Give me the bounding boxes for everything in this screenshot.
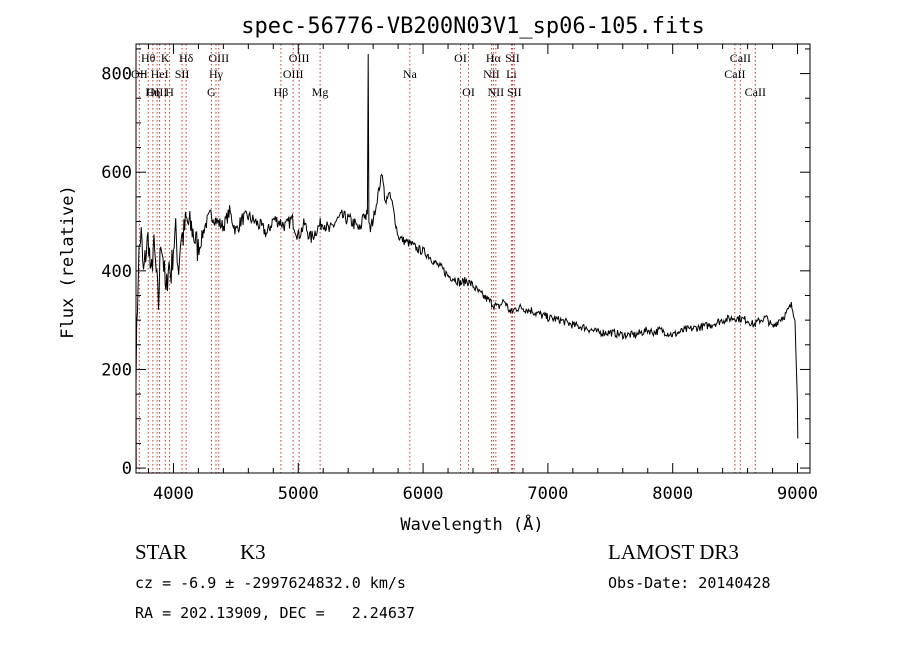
marker-label: CaII bbox=[724, 67, 745, 81]
marker-label: OIII bbox=[208, 51, 229, 65]
marker-label: Hβ bbox=[274, 85, 289, 99]
marker-label: Li bbox=[506, 67, 517, 81]
coords-line: RA = 202.13909, DEC = 2.24637 bbox=[135, 604, 415, 622]
obs-date: Obs-Date: 20140428 bbox=[608, 574, 771, 592]
marker-label: Hα bbox=[486, 51, 502, 65]
y-axis-label: Flux (relative) bbox=[58, 185, 78, 339]
marker-label: OIII bbox=[289, 51, 310, 65]
marker-label: H bbox=[165, 85, 174, 99]
marker-label: NII bbox=[483, 67, 500, 81]
x-tick-label: 7000 bbox=[527, 484, 568, 504]
marker-label: K bbox=[161, 51, 170, 65]
spectrum-line bbox=[135, 53, 799, 469]
x-tick-label: 6000 bbox=[403, 484, 444, 504]
y-tick-label: 800 bbox=[101, 65, 132, 85]
y-tick-label: 200 bbox=[101, 360, 132, 380]
marker-label: Hη bbox=[145, 85, 160, 99]
y-tick-label: 400 bbox=[101, 262, 132, 282]
x-axis-label: Wavelength (Å) bbox=[400, 513, 543, 535]
plot-frame bbox=[135, 43, 811, 474]
marker-label: Mg bbox=[312, 85, 329, 99]
redshift-line: cz = -6.9 ± -2997624832.0 km/s bbox=[135, 574, 406, 592]
y-tick-label: 0 bbox=[122, 459, 132, 479]
marker-label: SII bbox=[505, 51, 520, 65]
x-axis: 4000 5000 6000 7000 8000 9000 bbox=[147, 44, 818, 504]
y-axis: 0 200 400 600 800 bbox=[101, 48, 810, 479]
marker-label: CaII bbox=[745, 85, 766, 99]
marker-label: OIII bbox=[283, 67, 304, 81]
x-tick-label: 5000 bbox=[278, 484, 319, 504]
series-group bbox=[135, 53, 799, 469]
class-label: STAR bbox=[135, 540, 187, 564]
marker-label: NII bbox=[488, 85, 505, 99]
marker-label: SII bbox=[175, 67, 190, 81]
marker-label: Na bbox=[403, 67, 418, 81]
marker-label: CaII bbox=[730, 51, 751, 65]
marker-label: OIII bbox=[147, 85, 168, 99]
x-tick-label: 9000 bbox=[777, 484, 818, 504]
x-tick-label: 4000 bbox=[153, 484, 194, 504]
marker-label: OI bbox=[462, 85, 475, 99]
x-tick-label: 8000 bbox=[652, 484, 693, 504]
marker-label: Hγ bbox=[209, 67, 224, 81]
marker-label: SII bbox=[507, 85, 522, 99]
marker-label: HeI bbox=[151, 67, 169, 81]
subclass-label: K3 bbox=[240, 540, 266, 564]
marker-label: Hθ bbox=[141, 51, 156, 65]
survey-label: LAMOST DR3 bbox=[608, 540, 739, 564]
marker-label: OI bbox=[454, 51, 467, 65]
y-tick-label: 600 bbox=[101, 163, 132, 183]
chart-title: spec-56776-VB200N03V1_sp06-105.fits bbox=[241, 14, 705, 39]
marker-label: Hδ bbox=[179, 51, 194, 65]
marker-label: G bbox=[207, 85, 216, 99]
